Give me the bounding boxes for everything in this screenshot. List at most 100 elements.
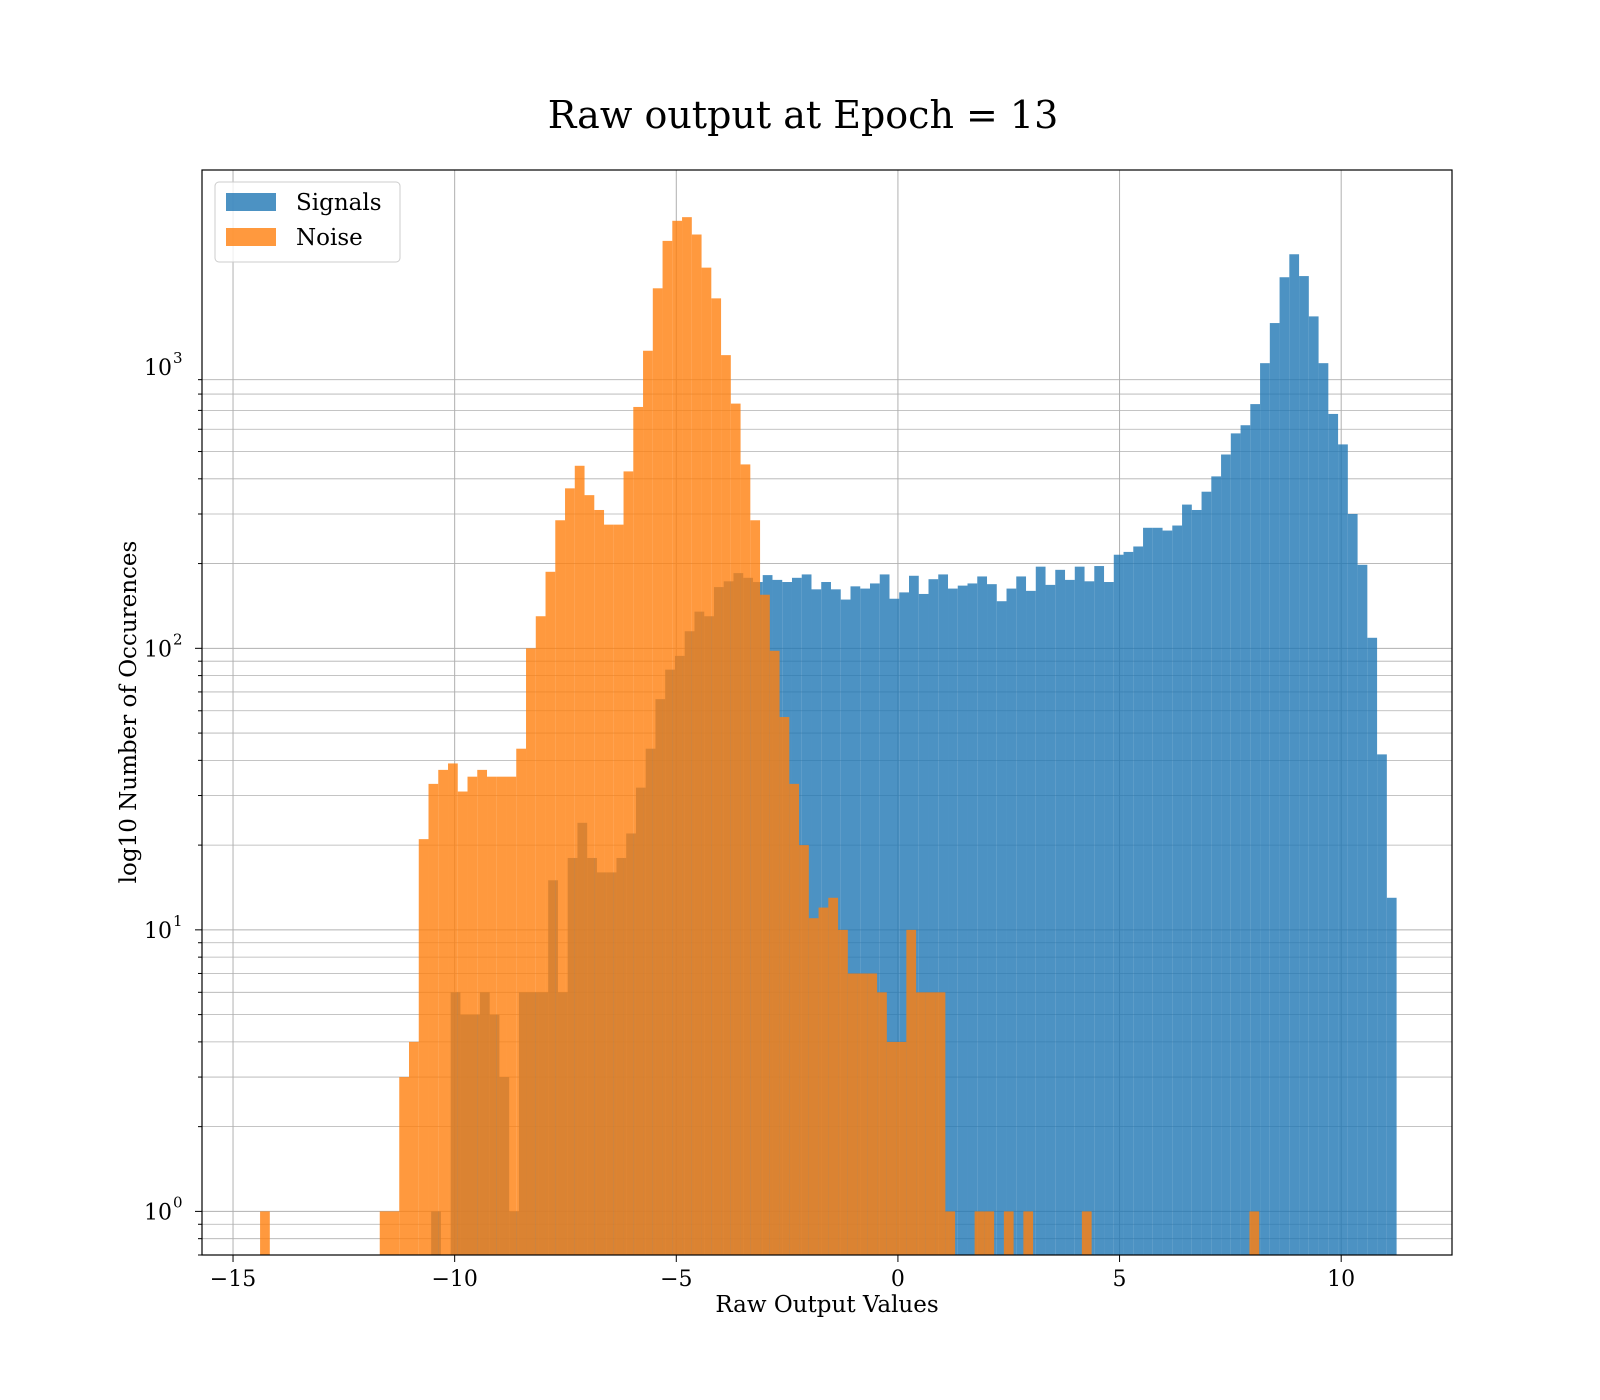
noise-bar: [974, 1211, 985, 1255]
legend-label-signals: Signals: [296, 190, 382, 216]
noise-bar: [516, 748, 527, 1255]
signals-bar: [1094, 566, 1105, 1255]
signals-bar: [928, 579, 939, 1255]
noise-bar: [448, 763, 458, 1255]
y-tick-label: 10 0: [144, 1193, 183, 1225]
signals-bar: [1269, 323, 1280, 1255]
signals-bar: [899, 592, 910, 1255]
legend-label-noise: Noise: [296, 225, 363, 251]
signals-bar: [1162, 530, 1173, 1255]
y-tick-exponent: 2: [173, 630, 183, 648]
signals-bar: [840, 599, 851, 1255]
signals-bar: [967, 583, 978, 1255]
noise-bar: [633, 406, 644, 1255]
noise-bar: [984, 1211, 995, 1255]
noise-bar: [584, 495, 595, 1255]
noise-bar: [769, 650, 780, 1255]
y-tick-exponent: 0: [173, 1193, 183, 1211]
y-tick-base: 10: [144, 637, 172, 662]
y-axis-label: log10 Number of Occurences: [116, 541, 142, 884]
x-tick-label: 10: [1327, 1267, 1355, 1292]
signals-bar: [860, 588, 870, 1255]
noise-bar: [428, 783, 439, 1255]
signals-bar: [948, 588, 958, 1255]
signals-bar: [918, 593, 929, 1255]
noise-bar: [682, 217, 692, 1255]
plot-frame: [201, 169, 1453, 1256]
signals-bar: [1299, 276, 1309, 1256]
chart-title: Raw output at Epoch = 13: [548, 93, 1059, 137]
signals-bar: [879, 574, 890, 1255]
noise-bar: [721, 355, 731, 1255]
noise-bar: [545, 571, 556, 1255]
x-tick-label: −15: [210, 1267, 256, 1292]
noise-bar: [613, 524, 624, 1255]
signals-bar: [1104, 582, 1114, 1255]
x-tick-label: −10: [431, 1267, 477, 1292]
noise-bar: [652, 288, 663, 1255]
signals-bar: [1328, 413, 1339, 1255]
signals-bar: [1211, 476, 1222, 1256]
noise-bar: [496, 776, 507, 1255]
noise-bar: [935, 992, 946, 1255]
signals-bar: [987, 584, 997, 1255]
noise-bar: [877, 992, 887, 1255]
noise-bar: [701, 267, 712, 1256]
y-tick-label: 10 1: [144, 912, 183, 944]
signals-bar: [1055, 569, 1066, 1255]
signals-bar: [977, 576, 988, 1255]
signals-bar: [1386, 897, 1397, 1255]
signals-bar: [1152, 527, 1163, 1255]
noise-bar: [760, 594, 770, 1255]
noise-bar: [399, 1077, 410, 1255]
noise-bar: [260, 1211, 270, 1255]
signals-bar: [1230, 433, 1241, 1256]
signals-bar: [996, 601, 1007, 1255]
legend-swatch-signals: [226, 193, 276, 211]
signals-bar: [909, 575, 919, 1255]
signals-bar: [1074, 566, 1085, 1255]
signals-bar: [1065, 579, 1075, 1255]
noise-bar: [623, 471, 634, 1255]
signals-bar: [938, 574, 949, 1255]
x-tick-label: 0: [891, 1267, 905, 1292]
noise-bar: [847, 973, 858, 1255]
signals-bar: [1084, 581, 1095, 1255]
signals-bar: [869, 583, 880, 1255]
noise-bar: [409, 1041, 419, 1255]
signals-bar: [1123, 551, 1134, 1255]
noise-bar: [379, 1211, 390, 1255]
noise-bar: [574, 465, 585, 1255]
noise-bar: [740, 464, 751, 1256]
noise-bar: [594, 509, 605, 1255]
noise-bar: [1023, 1211, 1034, 1255]
noise-bar: [945, 1211, 956, 1255]
x-tick-label: −5: [660, 1267, 692, 1292]
y-tick-label: 10 3: [144, 349, 183, 381]
noise-bar: [1249, 1211, 1260, 1255]
signals-bar: [1347, 513, 1358, 1255]
noise-bar: [925, 992, 936, 1255]
signals-bar: [1357, 564, 1368, 1255]
noise-bar: [526, 648, 536, 1255]
noise-bar: [643, 350, 653, 1256]
signals-bar: [1143, 527, 1153, 1255]
y-tick-base: 10: [144, 919, 172, 944]
legend: Signals Noise: [214, 181, 401, 263]
signals-bar: [1308, 316, 1319, 1256]
signals-bar: [1035, 566, 1046, 1255]
noise-bar: [916, 992, 926, 1255]
signals-bar: [850, 586, 861, 1255]
signals-bar: [1113, 554, 1124, 1255]
y-tick-base: 10: [144, 356, 172, 381]
signals-bar: [1182, 504, 1192, 1256]
noise-bar: [662, 240, 673, 1255]
y-tick-base: 10: [144, 1200, 172, 1225]
signals-bar: [1026, 590, 1036, 1255]
noise-bar: [487, 776, 497, 1255]
noise-bar: [838, 929, 848, 1255]
signals-bar: [1133, 546, 1144, 1255]
noise-bar: [672, 220, 683, 1256]
noise-bar: [1081, 1211, 1092, 1255]
noise-bar: [389, 1211, 400, 1255]
